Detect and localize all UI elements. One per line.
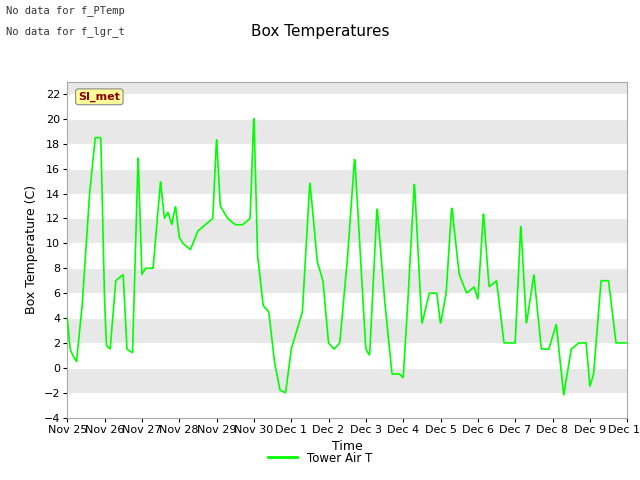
Bar	[67, 368, 627, 393]
Bar	[67, 393, 627, 418]
Bar	[67, 168, 627, 193]
Legend: Tower Air T: Tower Air T	[263, 447, 377, 469]
Bar	[67, 268, 627, 293]
Bar	[67, 293, 627, 318]
Y-axis label: Box Temperature (C): Box Temperature (C)	[25, 185, 38, 314]
Bar	[67, 218, 627, 243]
Text: SI_met: SI_met	[79, 92, 120, 102]
Bar	[67, 243, 627, 268]
Bar	[67, 343, 627, 368]
Bar	[67, 94, 627, 119]
Bar	[67, 318, 627, 343]
Bar	[67, 144, 627, 168]
X-axis label: Time: Time	[332, 440, 363, 453]
Text: No data for f_lgr_t: No data for f_lgr_t	[6, 26, 125, 37]
Text: No data for f_PTemp: No data for f_PTemp	[6, 5, 125, 16]
Text: Box Temperatures: Box Temperatures	[251, 24, 389, 39]
Bar	[67, 119, 627, 144]
Bar	[67, 193, 627, 218]
